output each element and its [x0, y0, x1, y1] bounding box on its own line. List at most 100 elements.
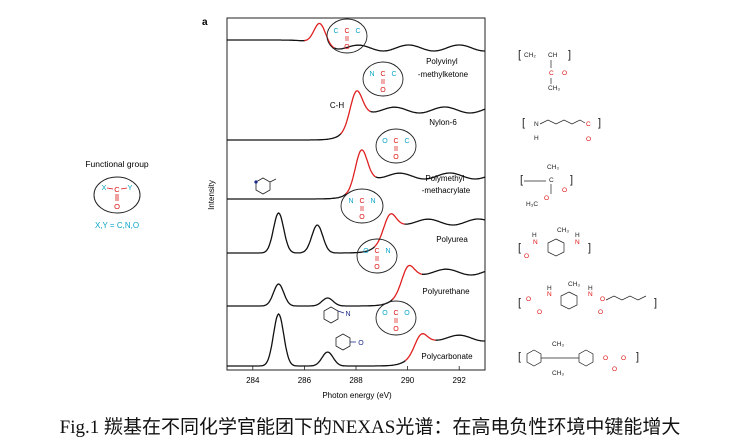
svg-text:]: ] [568, 49, 571, 61]
svg-text:C: C [380, 71, 385, 78]
svg-text:O: O [524, 253, 529, 260]
svg-text:CH₃: CH₃ [552, 341, 564, 348]
x-ticks: 284 286 288 290 292 [246, 366, 466, 385]
series-label-nylon-6: Nylon-6 [429, 118, 457, 127]
svg-text:]: ] [588, 242, 591, 254]
svg-text:O: O [393, 326, 399, 333]
svg-text:O: O [382, 310, 388, 317]
svg-text:C: C [393, 138, 398, 145]
svg-text:O: O [544, 195, 549, 202]
svg-text:H: H [534, 135, 539, 142]
legend-motif-bottom: O [114, 202, 120, 211]
spectrum-polymethyl-methacrylate-carbonyl-peak [345, 149, 376, 195]
x-axis-label: Photon energy (eV) [322, 391, 392, 400]
svg-text:N: N [345, 311, 350, 318]
formula-polyurethane: [] N H CH₃ N H O O O O [518, 281, 657, 316]
series-label-polymethyl-methacrylate: Polymethyl -methacrylate [422, 174, 471, 195]
svg-text:]: ] [570, 174, 573, 186]
svg-text:[: [ [522, 117, 525, 129]
phenoxy-ring-icon: O [335, 333, 364, 351]
x-tick-label-292: 292 [453, 376, 467, 385]
legend-xy-text: X,Y = C,N,O [95, 221, 139, 230]
spectrum-polymethyl-methacrylate-post [375, 172, 486, 180]
motif-polyurethane: O C N O [356, 238, 398, 274]
series-label-polyurea: Polyurea [436, 235, 468, 244]
svg-text:]: ] [654, 297, 657, 309]
spectra [227, 22, 486, 367]
svg-text:N: N [534, 121, 539, 128]
svg-text:]: ] [598, 117, 601, 129]
svg-text:O: O [537, 309, 542, 316]
svg-text:C: C [391, 71, 396, 78]
svg-text:O: O [363, 248, 369, 255]
formula-polycarbonate: [] CH₃ CH₃ O O O [518, 341, 639, 377]
formula-polyurea: [] N H CH₃ N H O [518, 227, 591, 260]
figure-caption: Fig.1 羰基在不同化学官能团下的NEXAS光谱：在高电负性环境中键能增大 [59, 417, 681, 438]
svg-text:O: O [404, 310, 410, 317]
svg-text:N: N [533, 239, 538, 246]
legend-motif-right: Y [127, 183, 132, 192]
svg-text:CH₃: CH₃ [568, 281, 580, 288]
functional-group-legend: Functional group X C Y O X,Y = C,N,O [85, 159, 149, 230]
svg-text:[: [ [518, 49, 521, 61]
svg-text:CH₂: CH₂ [524, 52, 536, 59]
svg-text:N: N [588, 291, 593, 298]
svg-text:[: [ [518, 242, 521, 254]
svg-text:O: O [374, 264, 380, 271]
legend-title: Functional group [85, 159, 149, 169]
x-tick-label-290: 290 [401, 376, 415, 385]
svg-text:C: C [404, 138, 409, 145]
svg-text:C: C [374, 248, 379, 255]
series-labels: Polyvinyl -methylketone Nylon-6 Polymeth… [418, 57, 473, 361]
svg-text:N: N [385, 248, 390, 255]
x-tick-label-288: 288 [349, 376, 363, 385]
svg-text:H: H [575, 232, 580, 239]
formula-polymethyl-methacrylate: [] CH₃ C O H₃C O [520, 164, 573, 208]
spectrum-polyvinyl-methylketone-post [334, 44, 485, 52]
svg-text:O: O [603, 355, 608, 362]
spectrum-polyurethane-pre [227, 283, 394, 307]
svg-text:O: O [382, 138, 388, 145]
structural-formulas: [] CH₂ CH C O CH₃ [] N H C O [] CH₃ C O … [518, 49, 657, 377]
svg-text:O: O [393, 154, 399, 161]
spectrum-polyurea-post [404, 218, 486, 226]
svg-text:H: H [532, 232, 537, 239]
spectrum-polyurethane-post [421, 268, 486, 276]
svg-text:N: N [348, 198, 353, 205]
svg-text:O: O [562, 70, 567, 77]
spectrum-polycarbonate-carbonyl-peak [405, 333, 436, 361]
svg-text:C: C [344, 28, 349, 35]
svg-text:O: O [359, 214, 365, 221]
motif-polycarbonate: O C O O [375, 300, 417, 336]
svg-text:N: N [575, 239, 580, 246]
motif-polyvinyl-methylketone: C C C O [326, 18, 368, 54]
svg-text:CH₃: CH₃ [557, 227, 569, 234]
spectrum-nylon-6-carbonyl-peak [340, 90, 371, 135]
x-tick-label-284: 284 [246, 376, 260, 385]
svg-text:O: O [358, 340, 364, 347]
svg-text:CH₃: CH₃ [552, 370, 564, 377]
formula-nylon-6: [] N H C O [522, 117, 601, 143]
spectrum-polyvinyl-methylketone-pre [227, 39, 306, 42]
spectrum-polycarbonate-post [435, 334, 485, 342]
spectrum-nylon-6-pre [227, 132, 343, 141]
motif-polyurea: N C N O [340, 188, 384, 224]
legend-motif-left: X [101, 183, 106, 192]
svg-text:O: O [562, 187, 567, 194]
y-axis-label: Intensity [207, 180, 216, 210]
motif-polymethyl-methacrylate: O C C O [375, 128, 417, 164]
svg-text:O: O [380, 87, 386, 94]
svg-text:O: O [526, 296, 531, 303]
series-label-polycarbonate: Polycarbonate [421, 352, 473, 361]
svg-text:N: N [370, 198, 375, 205]
spectrum-polymethyl-methacrylate-pre [227, 192, 348, 200]
svg-text:CH₃: CH₃ [548, 85, 560, 92]
spectrum-polyurea-pre [227, 212, 376, 254]
svg-text:C: C [333, 28, 338, 35]
series-label-polyvinyl-methylketone: Polyvinyl -methylketone [418, 57, 469, 79]
svg-text:[: [ [518, 351, 521, 363]
svg-text:N: N [547, 291, 552, 298]
svg-text:C: C [549, 70, 554, 77]
svg-text:H: H [547, 285, 552, 292]
motif-nylon-6: N C C O [362, 61, 404, 97]
